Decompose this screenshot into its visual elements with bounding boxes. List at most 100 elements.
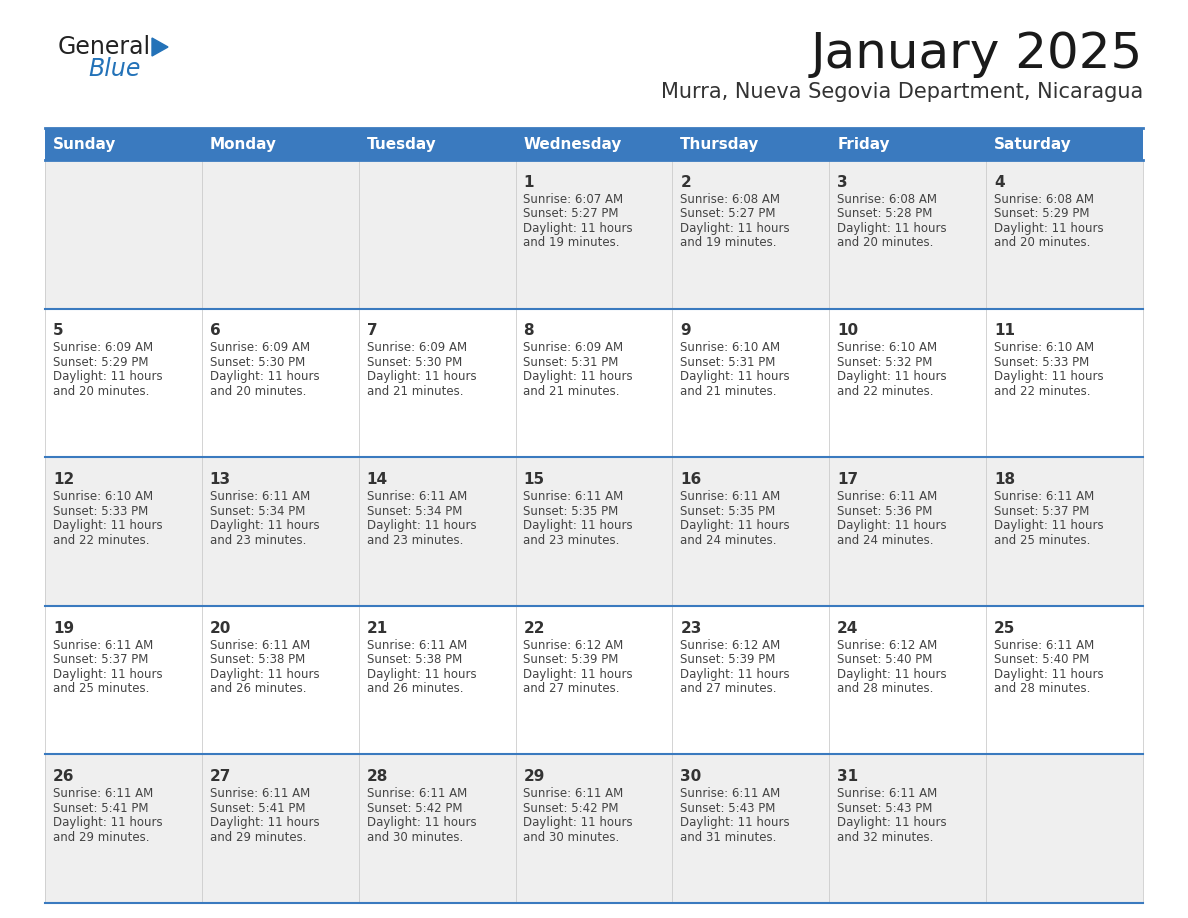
Bar	[202, 755, 359, 903]
Text: Daylight: 11 hours: Daylight: 11 hours	[52, 519, 163, 532]
Bar	[986, 160, 1143, 308]
Text: Sunset: 5:32 PM: Sunset: 5:32 PM	[838, 356, 933, 369]
Bar	[516, 755, 672, 903]
Text: 31: 31	[838, 769, 858, 784]
Text: Sunrise: 6:10 AM: Sunrise: 6:10 AM	[994, 341, 1094, 354]
Bar	[45, 457, 202, 606]
Bar	[45, 755, 202, 903]
Text: Sunset: 5:29 PM: Sunset: 5:29 PM	[994, 207, 1089, 220]
Bar	[516, 457, 672, 606]
Text: 14: 14	[367, 472, 387, 487]
Text: Daylight: 11 hours: Daylight: 11 hours	[524, 667, 633, 680]
Text: 9: 9	[681, 323, 691, 339]
Bar	[516, 128, 672, 160]
Text: Sunset: 5:35 PM: Sunset: 5:35 PM	[524, 505, 619, 518]
Text: Sunrise: 6:11 AM: Sunrise: 6:11 AM	[367, 490, 467, 503]
Bar	[672, 128, 829, 160]
Text: Sunset: 5:33 PM: Sunset: 5:33 PM	[994, 356, 1089, 369]
Bar	[829, 755, 986, 903]
Text: and 20 minutes.: and 20 minutes.	[52, 385, 150, 398]
Text: and 27 minutes.: and 27 minutes.	[681, 682, 777, 695]
Text: Sunset: 5:37 PM: Sunset: 5:37 PM	[52, 654, 148, 666]
Text: 3: 3	[838, 174, 848, 190]
Text: 5: 5	[52, 323, 63, 339]
Text: and 28 minutes.: and 28 minutes.	[838, 682, 934, 695]
Text: 10: 10	[838, 323, 858, 339]
Bar	[45, 606, 202, 755]
Text: Sunrise: 6:11 AM: Sunrise: 6:11 AM	[994, 490, 1094, 503]
Text: 30: 30	[681, 769, 702, 784]
Text: Daylight: 11 hours: Daylight: 11 hours	[52, 667, 163, 680]
Text: 13: 13	[210, 472, 230, 487]
Text: Daylight: 11 hours: Daylight: 11 hours	[681, 222, 790, 235]
Text: and 23 minutes.: and 23 minutes.	[210, 533, 307, 546]
Text: Sunday: Sunday	[52, 137, 116, 151]
Bar	[672, 606, 829, 755]
Text: and 26 minutes.: and 26 minutes.	[210, 682, 307, 695]
Bar	[672, 457, 829, 606]
Text: Daylight: 11 hours: Daylight: 11 hours	[367, 519, 476, 532]
Text: and 30 minutes.: and 30 minutes.	[367, 831, 463, 844]
Text: Daylight: 11 hours: Daylight: 11 hours	[210, 371, 320, 384]
Text: Sunrise: 6:11 AM: Sunrise: 6:11 AM	[210, 490, 310, 503]
Text: Sunrise: 6:07 AM: Sunrise: 6:07 AM	[524, 193, 624, 206]
Text: Sunset: 5:27 PM: Sunset: 5:27 PM	[681, 207, 776, 220]
Text: Wednesday: Wednesday	[524, 137, 621, 151]
Text: 17: 17	[838, 472, 858, 487]
Text: and 20 minutes.: and 20 minutes.	[838, 236, 934, 250]
Bar	[672, 160, 829, 308]
Text: and 26 minutes.: and 26 minutes.	[367, 682, 463, 695]
Text: Daylight: 11 hours: Daylight: 11 hours	[994, 519, 1104, 532]
Bar	[45, 128, 202, 160]
Text: Sunrise: 6:10 AM: Sunrise: 6:10 AM	[681, 341, 781, 354]
Text: 20: 20	[210, 621, 232, 635]
Text: Sunrise: 6:12 AM: Sunrise: 6:12 AM	[524, 639, 624, 652]
Text: and 23 minutes.: and 23 minutes.	[367, 533, 463, 546]
Text: Daylight: 11 hours: Daylight: 11 hours	[681, 519, 790, 532]
Text: Daylight: 11 hours: Daylight: 11 hours	[838, 667, 947, 680]
Text: Sunrise: 6:11 AM: Sunrise: 6:11 AM	[838, 490, 937, 503]
Text: Sunrise: 6:11 AM: Sunrise: 6:11 AM	[367, 788, 467, 800]
Text: Daylight: 11 hours: Daylight: 11 hours	[838, 371, 947, 384]
Text: Daylight: 11 hours: Daylight: 11 hours	[838, 816, 947, 829]
Text: and 29 minutes.: and 29 minutes.	[210, 831, 307, 844]
Text: Sunrise: 6:09 AM: Sunrise: 6:09 AM	[210, 341, 310, 354]
Polygon shape	[152, 38, 168, 56]
Text: Sunset: 5:40 PM: Sunset: 5:40 PM	[994, 654, 1089, 666]
Bar	[45, 308, 202, 457]
Text: Daylight: 11 hours: Daylight: 11 hours	[367, 667, 476, 680]
Text: and 31 minutes.: and 31 minutes.	[681, 831, 777, 844]
Text: Daylight: 11 hours: Daylight: 11 hours	[524, 222, 633, 235]
Text: Sunrise: 6:12 AM: Sunrise: 6:12 AM	[838, 639, 937, 652]
Bar	[829, 457, 986, 606]
Text: Sunrise: 6:10 AM: Sunrise: 6:10 AM	[838, 341, 937, 354]
Text: Sunset: 5:37 PM: Sunset: 5:37 PM	[994, 505, 1089, 518]
Text: and 23 minutes.: and 23 minutes.	[524, 533, 620, 546]
Bar	[202, 160, 359, 308]
Bar	[986, 308, 1143, 457]
Bar	[986, 606, 1143, 755]
Text: Daylight: 11 hours: Daylight: 11 hours	[524, 371, 633, 384]
Text: and 24 minutes.: and 24 minutes.	[681, 533, 777, 546]
Text: Tuesday: Tuesday	[367, 137, 436, 151]
Text: Daylight: 11 hours: Daylight: 11 hours	[210, 816, 320, 829]
Text: Daylight: 11 hours: Daylight: 11 hours	[52, 816, 163, 829]
Text: Sunset: 5:38 PM: Sunset: 5:38 PM	[210, 654, 305, 666]
Bar	[672, 308, 829, 457]
Text: Sunrise: 6:09 AM: Sunrise: 6:09 AM	[52, 341, 153, 354]
Text: and 24 minutes.: and 24 minutes.	[838, 533, 934, 546]
Text: 23: 23	[681, 621, 702, 635]
Bar	[359, 160, 516, 308]
Text: 25: 25	[994, 621, 1016, 635]
Text: Sunset: 5:41 PM: Sunset: 5:41 PM	[210, 801, 305, 815]
Text: Sunset: 5:35 PM: Sunset: 5:35 PM	[681, 505, 776, 518]
Text: Murra, Nueva Segovia Department, Nicaragua: Murra, Nueva Segovia Department, Nicarag…	[661, 82, 1143, 102]
Text: Sunrise: 6:08 AM: Sunrise: 6:08 AM	[994, 193, 1094, 206]
Text: Sunset: 5:36 PM: Sunset: 5:36 PM	[838, 505, 933, 518]
Text: 28: 28	[367, 769, 388, 784]
Text: Daylight: 11 hours: Daylight: 11 hours	[994, 222, 1104, 235]
Text: Sunset: 5:42 PM: Sunset: 5:42 PM	[367, 801, 462, 815]
Text: Sunrise: 6:11 AM: Sunrise: 6:11 AM	[210, 788, 310, 800]
Text: Sunrise: 6:11 AM: Sunrise: 6:11 AM	[52, 639, 153, 652]
Text: Daylight: 11 hours: Daylight: 11 hours	[367, 371, 476, 384]
